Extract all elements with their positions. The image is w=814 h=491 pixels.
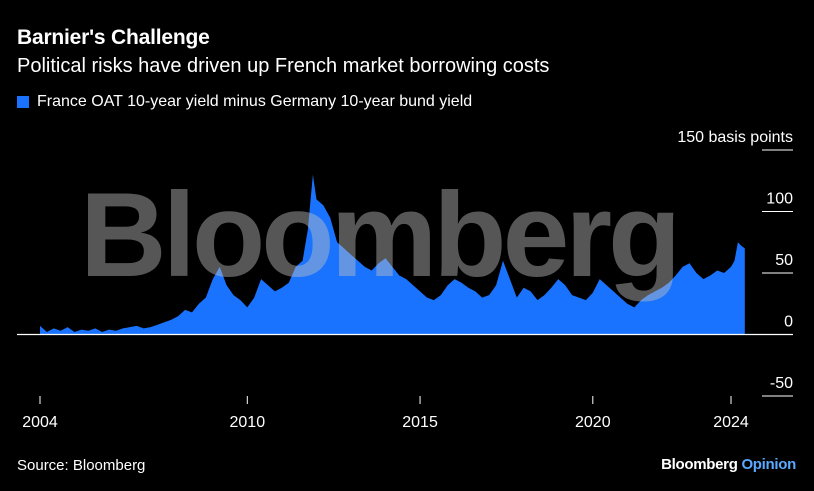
y-tick-labels: -50 0 50 100 150 basis points xyxy=(677,129,793,392)
brand-suffix: Opinion xyxy=(741,456,796,473)
grid-lines xyxy=(762,149,793,397)
brand-name: Bloomberg xyxy=(661,456,738,473)
x-tick-label: 2024 xyxy=(713,414,749,431)
series-area xyxy=(40,174,745,335)
chart-title: Barnier's Challenge xyxy=(17,26,210,49)
brand-logo: Bloomberg Opinion xyxy=(661,456,796,473)
y-tick-label: -50 xyxy=(770,375,793,392)
x-tick-label: 2020 xyxy=(575,414,611,431)
x-tick-labels: 2004 2010 2015 2020 2024 xyxy=(22,396,749,431)
y-tick-label: 50 xyxy=(775,252,793,269)
x-tick-label: 2004 xyxy=(22,414,58,431)
legend-label: France OAT 10-year yield minus Germany 1… xyxy=(37,93,473,110)
chart-subtitle: Political risks have driven up French ma… xyxy=(17,55,550,77)
series-area-path xyxy=(40,174,745,335)
legend: France OAT 10-year yield minus Germany 1… xyxy=(17,93,472,111)
y-tick-label: 150 basis points xyxy=(677,129,793,146)
x-tick-label: 2015 xyxy=(402,414,438,431)
x-tick-label: 2010 xyxy=(230,414,266,431)
y-tick-label: 0 xyxy=(784,314,793,331)
legend-swatch xyxy=(17,96,29,108)
source-note: Source: Bloomberg xyxy=(17,457,146,474)
y-tick-label: 100 xyxy=(766,191,793,208)
